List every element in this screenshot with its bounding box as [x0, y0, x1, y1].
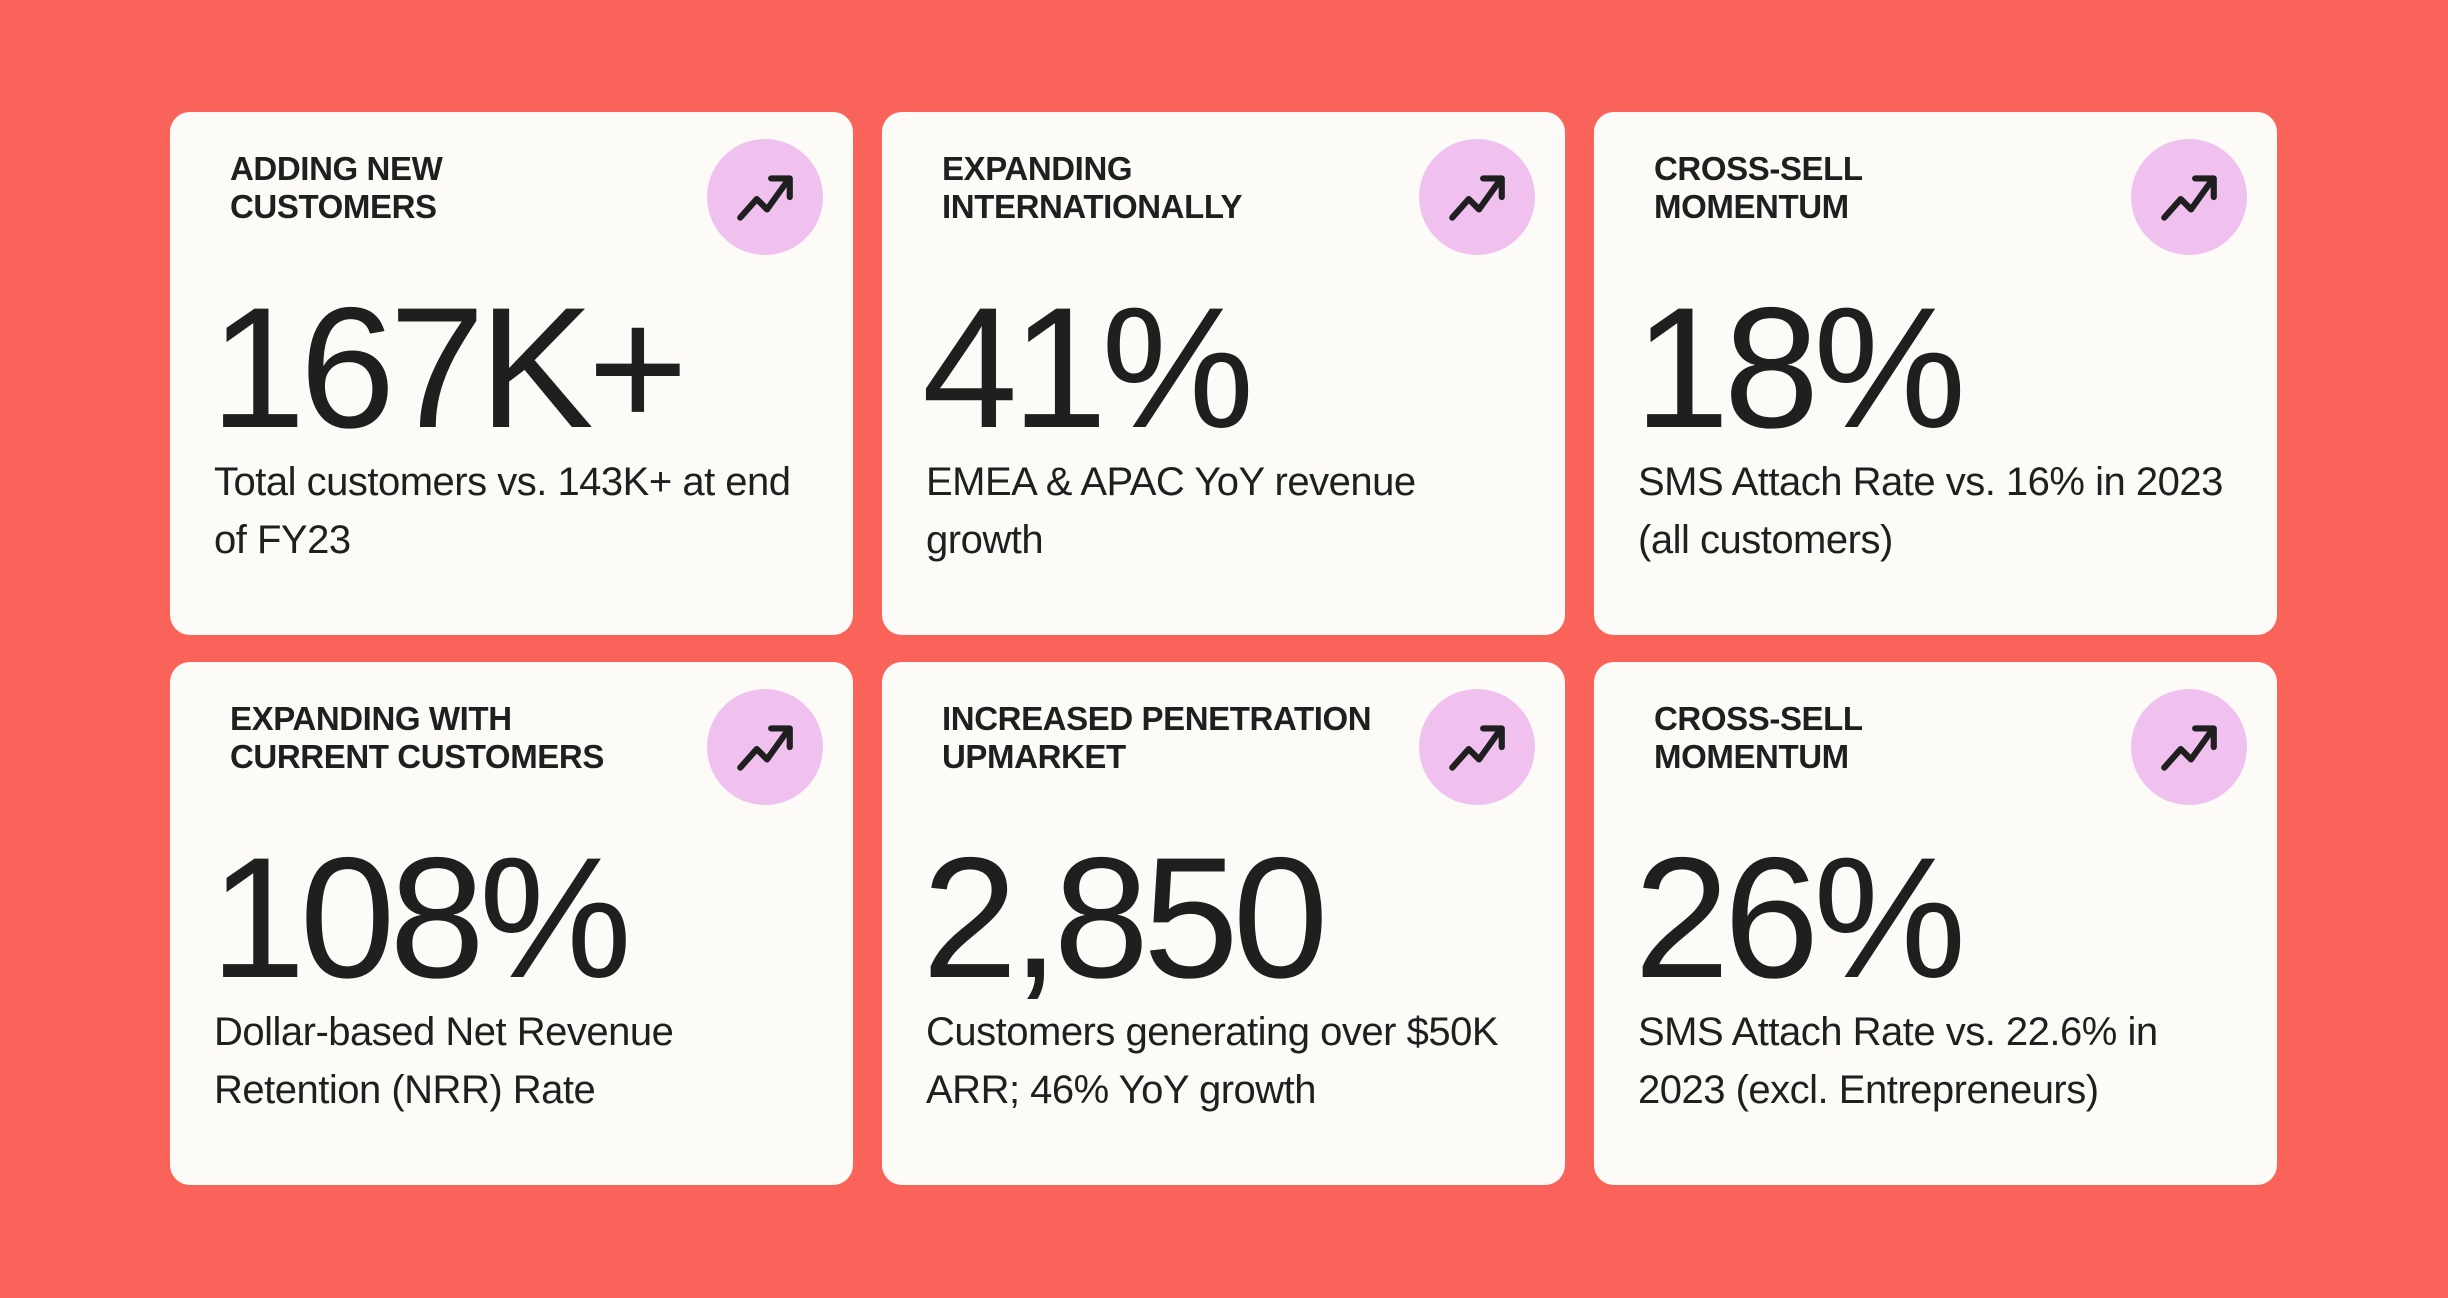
card-title: EXPANDING INTERNATIONALLY: [942, 150, 1243, 225]
metric-card-new-customers: ADDING NEW CUSTOMERS 167K+ Total custome…: [170, 112, 853, 635]
metric-value: 18%: [1634, 272, 1966, 464]
trending-up-icon: [2131, 139, 2247, 255]
metric-description: SMS Attach Rate vs. 22.6% in 2023 (excl.…: [1638, 1010, 2158, 1112]
card-title: CROSS-SELL MOMENTUM: [1654, 700, 1863, 775]
metric-card-current-customers: EXPANDING WITH CURRENT CUSTOMERS 108% Do…: [170, 662, 853, 1185]
card-title: CROSS-SELL MOMENTUM: [1654, 150, 1863, 225]
metric-card-international: EXPANDING INTERNATIONALLY 41% EMEA & APA…: [882, 112, 1565, 635]
metric-card-upmarket: INCREASED PENETRATION UPMARKET 2,850 Cus…: [882, 662, 1565, 1185]
trending-up-icon: [2131, 689, 2247, 805]
metric-card-cross-sell-all: CROSS-SELL MOMENTUM 18% SMS Attach Rate …: [1594, 112, 2277, 635]
trending-up-icon: [1419, 139, 1535, 255]
metric-value: 26%: [1634, 822, 1966, 1014]
card-title: INCREASED PENETRATION UPMARKET: [942, 700, 1372, 775]
metric-value: 2,850: [922, 822, 1328, 1014]
trending-up-icon: [707, 139, 823, 255]
metric-value: 167K+: [210, 272, 688, 464]
metric-value: 108%: [210, 822, 632, 1014]
trending-up-icon: [707, 689, 823, 805]
metric-description: SMS Attach Rate vs. 16% in 2023 (all cus…: [1638, 460, 2223, 562]
card-title: EXPANDING WITH CURRENT CUSTOMERS: [230, 700, 604, 775]
card-title: ADDING NEW CUSTOMERS: [230, 150, 443, 225]
metric-description: EMEA & APAC YoY revenue growth: [926, 460, 1416, 562]
metric-description: Total customers vs. 143K+ at end of FY23: [214, 460, 791, 562]
metric-description: Dollar-based Net Revenue Retention (NRR)…: [214, 1010, 674, 1112]
metric-card-cross-sell-excl: CROSS-SELL MOMENTUM 26% SMS Attach Rate …: [1594, 662, 2277, 1185]
metric-value: 41%: [922, 272, 1254, 464]
trending-up-icon: [1419, 689, 1535, 805]
metrics-grid: ADDING NEW CUSTOMERS 167K+ Total custome…: [170, 112, 2278, 1185]
metric-description: Customers generating over $50K ARR; 46% …: [926, 1010, 1499, 1112]
